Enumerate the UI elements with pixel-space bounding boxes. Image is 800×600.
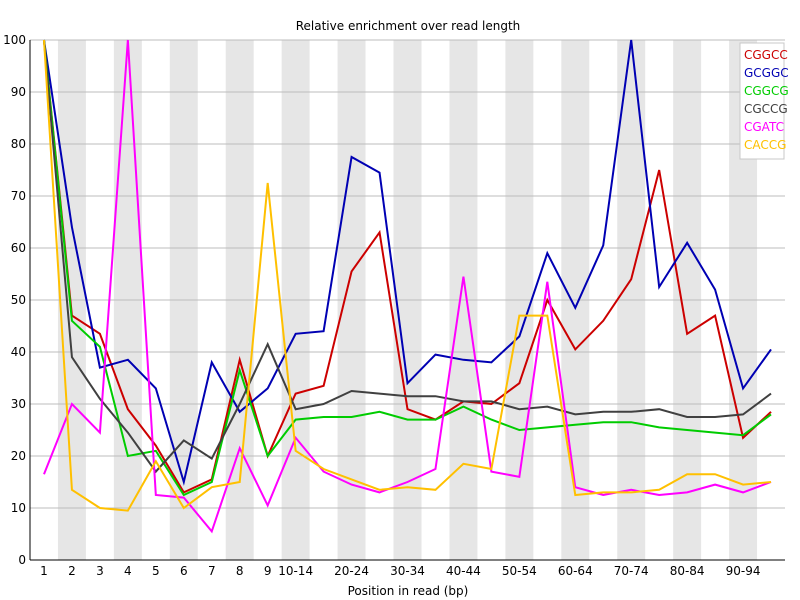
series-line-cgatc: [43, 39, 772, 534]
y-tick-label: 100: [3, 33, 26, 47]
x-tick-label: 40-44: [446, 564, 481, 578]
x-tick-label: 2: [68, 564, 76, 578]
x-tick-label: 5: [152, 564, 160, 578]
legend: CGGCC GCGGC CGGCG CGCCG CGATC CACCG: [739, 42, 789, 160]
legend-entry-cgatc: CGATC: [744, 120, 784, 134]
x-tick-label: 70-74: [614, 564, 649, 578]
x-tick-label: 30-34: [390, 564, 425, 578]
y-axis-ticks: 0 10 20 30 40 50 60 70 80 90 100: [3, 33, 26, 567]
y-tick-label: 70: [11, 189, 26, 203]
series-line-gcggc: [42, 39, 772, 486]
x-tick-label: 60-64: [558, 564, 593, 578]
chart-title: Relative enrichment over read length: [296, 19, 521, 33]
y-tick-label: 40: [11, 345, 26, 359]
x-tick-label: 10-14: [278, 564, 313, 578]
y-tick-label: 50: [11, 293, 26, 307]
x-tick-label: 3: [96, 564, 104, 578]
legend-entry-cgccg: CGCCG: [744, 102, 788, 116]
legend-entry-cggcg: CGGCG: [744, 84, 789, 98]
x-axis-ticks: 1 2 3 4 5 6 7 8 9 10-14 20-24 30-34 40-44 50-54 60-64 7…: [40, 564, 760, 578]
x-tick-label: 1: [40, 564, 48, 578]
series-line-cggcg: [42, 39, 772, 497]
x-tick-label: 8: [236, 564, 244, 578]
legend-entry-cggcc: CGGCC: [744, 48, 788, 62]
x-axis-label: Position in read (bp): [348, 584, 469, 598]
y-tick-label: 0: [18, 553, 26, 567]
series-line-caccg: [42, 39, 772, 512]
y-tick-label: 90: [11, 85, 26, 99]
x-tick-label: 20-24: [334, 564, 369, 578]
x-tick-label: 50-54: [502, 564, 537, 578]
x-tick-label: 4: [124, 564, 132, 578]
x-tick-label: 6: [180, 564, 188, 578]
y-tick-label: 30: [11, 397, 26, 411]
y-tick-label: 20: [11, 449, 26, 463]
legend-entry-gcggc: GCGGC: [744, 66, 789, 80]
legend-box: [739, 42, 785, 160]
series-lines: [42, 39, 772, 534]
y-tick-label: 80: [11, 137, 26, 151]
series-line-cgccg: [42, 39, 772, 474]
x-tick-label: 90-94: [726, 564, 761, 578]
axes: [29, 40, 785, 561]
y-tick-label: 60: [11, 241, 26, 255]
x-tick-label: 7: [208, 564, 216, 578]
x-tick-label: 9: [264, 564, 272, 578]
y-tick-label: 10: [11, 501, 26, 515]
legend-entry-caccg: CACCG: [744, 138, 786, 152]
x-tick-label: 80-84: [670, 564, 705, 578]
